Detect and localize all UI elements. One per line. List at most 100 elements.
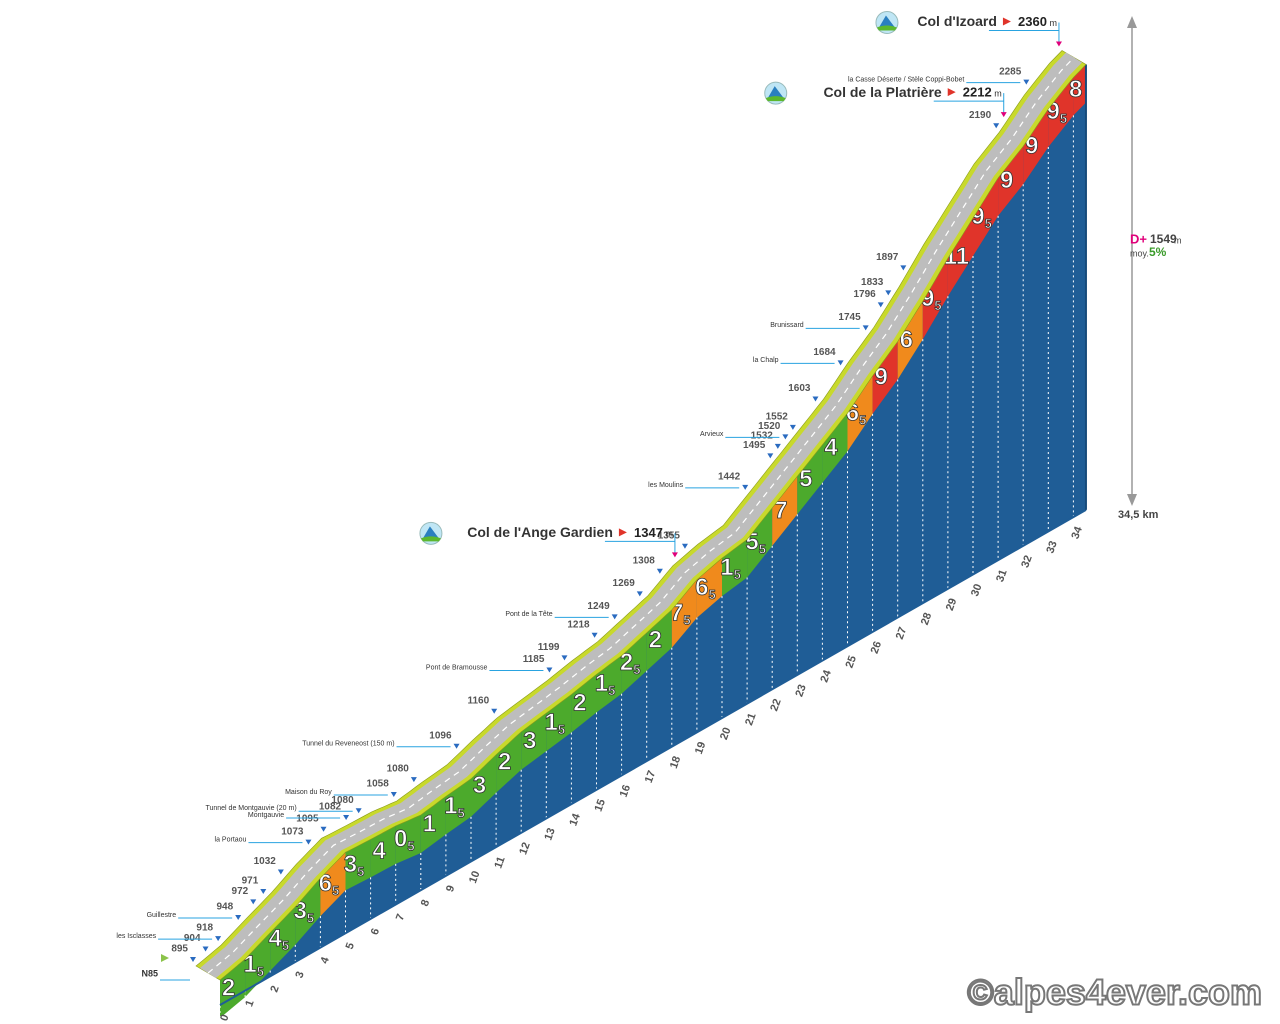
waypoint-marker [742, 484, 749, 490]
km-label: 5 [344, 941, 357, 951]
road-flag [161, 954, 169, 963]
waypoint-marker [782, 434, 789, 440]
col-marker [1055, 41, 1062, 47]
km-label: 9 [444, 884, 457, 894]
waypoint-marker [410, 777, 417, 783]
col-marker [671, 552, 678, 558]
km-label: 20 [718, 726, 733, 742]
waypoint-marker [993, 123, 1000, 129]
gradient-strip [621, 632, 647, 694]
gradient-strip [847, 375, 873, 452]
gradient-strip [947, 218, 973, 297]
road-centre-line [207, 57, 1075, 974]
waypoint-altitude: 1073 [281, 826, 304, 837]
waypoint-altitude: 895 [171, 944, 188, 955]
km-label: 32 [1019, 554, 1034, 570]
km-label: 26 [869, 640, 884, 656]
gradient-strip [370, 825, 396, 878]
km-label: 15 [593, 798, 608, 814]
km-label: 28 [919, 611, 934, 627]
gradient-label: 2 [222, 975, 235, 1002]
waypoint-altitude: 1218 [567, 619, 590, 630]
waypoint-marker [789, 424, 796, 430]
waypoint-marker [320, 826, 327, 832]
gradient-strip [897, 301, 923, 380]
waypoint-name: la Chalp [753, 357, 779, 364]
gradient-label: 15 [545, 709, 566, 737]
waypoint-name: Tunnel de Montgauvie (20 m) [205, 805, 296, 812]
waypoint-marker [561, 655, 568, 661]
waypoint-altitude: 1082 [319, 802, 342, 813]
d-plus-value: 1549 [1150, 232, 1177, 246]
col-unit: m [994, 88, 1002, 98]
waypoint-altitude: 918 [196, 923, 213, 934]
col-marker [1000, 112, 1007, 118]
gradient-strip [822, 413, 848, 483]
waypoint-marker [305, 839, 312, 845]
waypoint-marker [277, 869, 284, 875]
d-plus-label: D+ [1130, 231, 1147, 246]
km-label: 1 [243, 999, 256, 1009]
waypoint-marker [1023, 79, 1030, 85]
waypoint-marker [235, 914, 242, 920]
gradient-strip [295, 878, 321, 945]
gradient-label: 3 [473, 772, 486, 799]
waypoint-altitude: 1160 [467, 695, 489, 706]
waypoint-marker [681, 543, 688, 549]
km-label: 6 [369, 927, 382, 937]
waypoint-altitude: 1603 [788, 383, 811, 394]
col-unit: m [1049, 18, 1057, 28]
gradient-label: 4 [824, 434, 838, 461]
waypoint-name: les Isclasses [116, 933, 156, 940]
gradient-strip [696, 558, 722, 618]
gradient-label: 05 [394, 826, 415, 854]
waypoint-altitude: 1745 [838, 312, 861, 323]
gradient-strip [320, 852, 346, 917]
waypoint-marker [877, 302, 884, 308]
base-edge [219, 509, 1087, 1006]
gradient-strip [998, 146, 1024, 216]
gradient-label: 9 [1025, 133, 1038, 160]
km-label: 34 [1069, 524, 1085, 540]
gradient-strip [772, 476, 798, 546]
col-name: Col de l'Ange Gardien [467, 524, 613, 540]
waypoint-altitude: 1199 [538, 642, 560, 653]
waypoint-altitude: 972 [232, 886, 249, 897]
waypoint-marker [636, 591, 643, 597]
km-label: 21 [743, 712, 758, 728]
gradient-strip [245, 932, 271, 998]
gradient-strip [973, 177, 999, 256]
gradient-label: 45 [268, 925, 289, 953]
km-label: 19 [693, 740, 708, 756]
gradient-strip [646, 609, 672, 671]
waypoint-marker [591, 632, 598, 638]
gradient-label: 5 [799, 466, 812, 493]
gradient-strip [671, 579, 697, 648]
gradient-label: 8 [1069, 76, 1082, 103]
gradient-strip [747, 507, 773, 578]
waypoint-altitude: 1185 [523, 654, 545, 665]
waypoint-marker [453, 743, 460, 749]
gradient-label: 65 [695, 574, 716, 602]
col-icon-grass [420, 536, 441, 542]
waypoint-altitude: 1080 [387, 764, 410, 775]
km-label: 33 [1044, 539, 1059, 555]
waypoint-altitude: 1269 [613, 578, 636, 589]
waypoint-marker [190, 957, 196, 963]
gradient-strip [571, 674, 597, 733]
km-label: 29 [944, 597, 959, 613]
waypoint-altitude: 1442 [718, 472, 741, 483]
waypoint-marker [900, 265, 907, 271]
waypoint-altitude: 1249 [587, 601, 610, 612]
waypoint-name: Brunissard [770, 322, 804, 329]
col-name: Col de la Platrière [823, 84, 941, 100]
km-label: 16 [618, 783, 633, 799]
km-label: 11 [492, 855, 507, 870]
gradient-label: 4 [372, 838, 386, 865]
waypoint-altitude: 1095 [296, 813, 319, 824]
km-label: 27 [894, 625, 909, 641]
waypoint-name: Arvieux [700, 431, 724, 438]
gradient-strip [471, 754, 497, 817]
